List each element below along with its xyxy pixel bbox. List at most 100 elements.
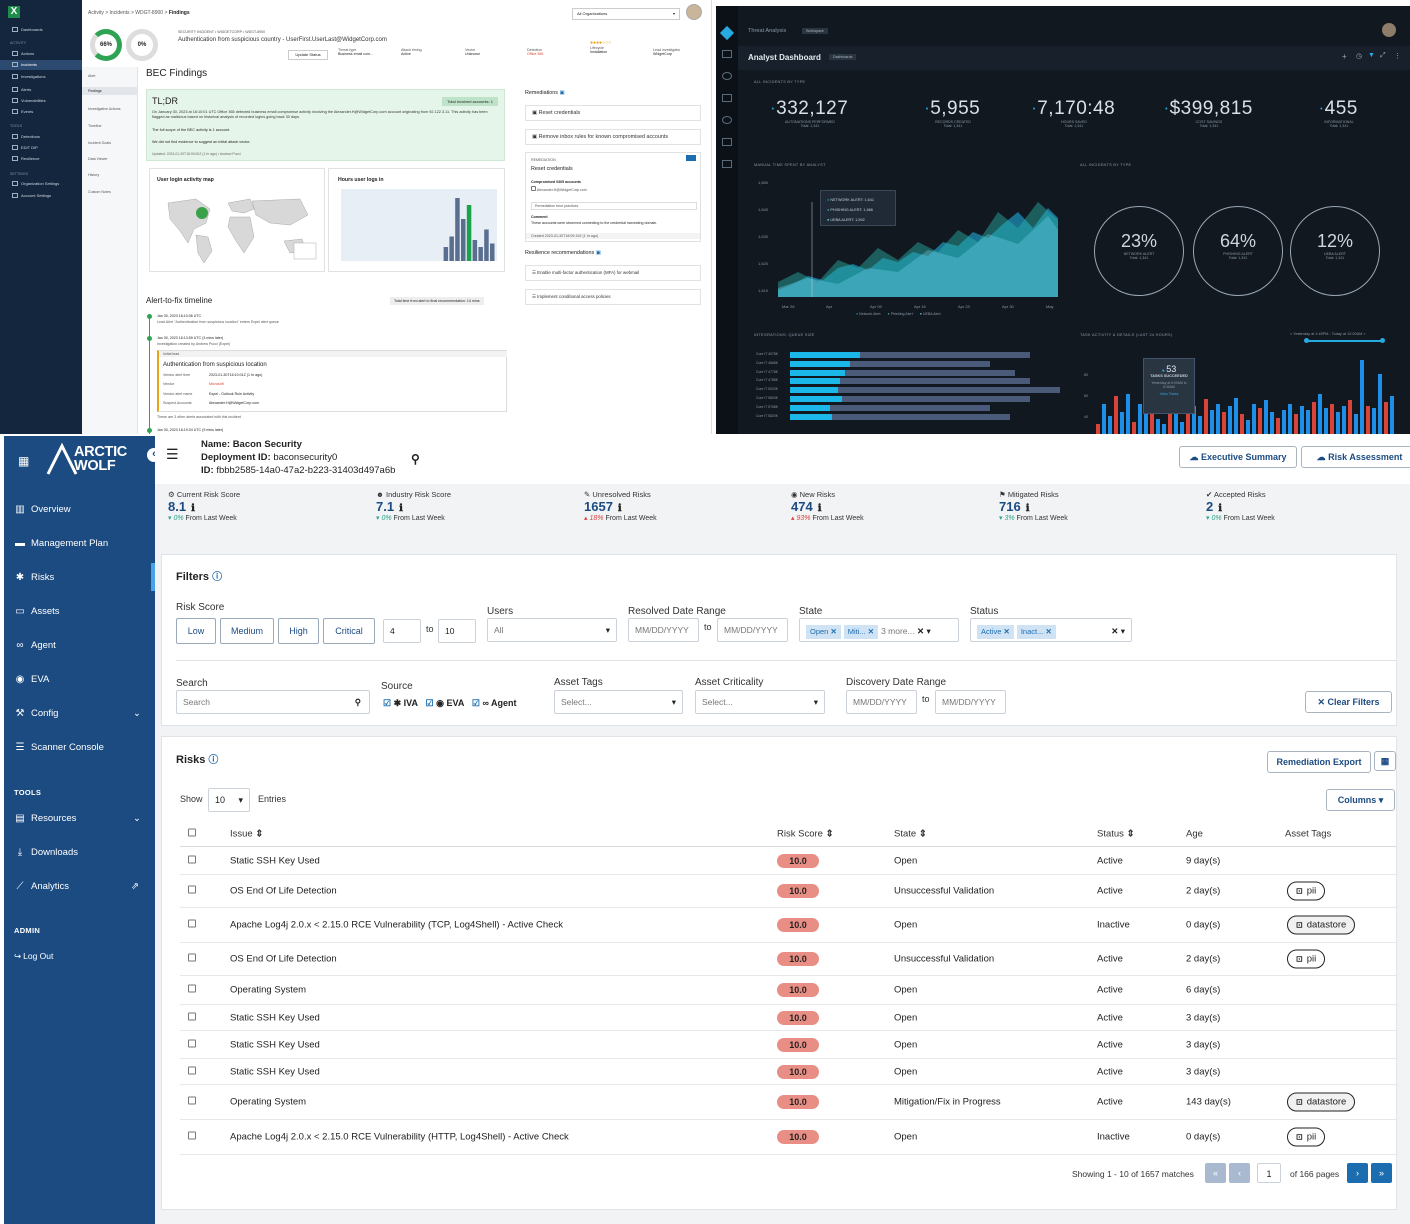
resilience-mfa[interactable]: ☰ Enable multi-factor authentication (MF… [525, 265, 701, 281]
prev-page-button[interactable]: ‹ [1229, 1163, 1250, 1183]
org-select[interactable]: All Organizations ▾ [572, 8, 680, 20]
sidebar-item-agent[interactable]: ∞ Agent [14, 640, 55, 651]
checkbox[interactable] [188, 1066, 196, 1074]
state-chip-open[interactable]: Open ✕ [806, 625, 841, 639]
sidebar-item-overview[interactable]: ▥ Overview [14, 504, 70, 515]
issue-cell[interactable]: Static SSH Key Used [230, 1039, 320, 1050]
tab-findings[interactable]: Findings [82, 87, 138, 95]
issue-cell[interactable]: Operating System [230, 1096, 307, 1108]
login-location-marker[interactable] [196, 207, 208, 219]
logout-link[interactable]: ↪ Log Out [14, 951, 53, 962]
page-input[interactable]: 1 [1257, 1163, 1281, 1183]
breadcrumb-incidents[interactable]: Incidents [109, 10, 130, 16]
asset-tag-pii[interactable]: ⊡ pii [1287, 949, 1326, 969]
stat-new-risks[interactable]: ◉ New Risks 474 ℹ ▴ 93% From Last Week [791, 490, 864, 522]
nav-incidents[interactable]: Incidents [0, 60, 82, 70]
nav-actions[interactable]: Actions [0, 49, 82, 59]
update-status-button[interactable]: Update Status [288, 50, 328, 60]
range-handle-start[interactable] [1304, 338, 1309, 343]
page-size-select[interactable]: 10 ▾ [208, 788, 250, 812]
risk-assessment-button[interactable]: ☁ Risk Assessment [1301, 446, 1410, 468]
tab-timeline[interactable]: Timeline [88, 124, 102, 128]
status-multiselect[interactable]: Active ✕ Inact... ✕ ✕ ▾ [970, 618, 1132, 642]
remediation-best-practices-select[interactable]: Remediation best practices [531, 202, 697, 210]
hamburger-menu-icon[interactable]: ☰ [166, 446, 179, 462]
row-checkbox[interactable] [188, 1096, 196, 1108]
remediation-account[interactable]: Alexander.H@WidgetCorp.com [531, 186, 587, 192]
issue-cell[interactable]: OS End Of Life Detection [230, 885, 337, 897]
clear-filters-button[interactable]: ✕ Clear Filters [1305, 691, 1392, 713]
sidebar-item-config[interactable]: ⚒ Config ⌄ [14, 708, 141, 719]
avatar[interactable] [686, 4, 702, 20]
next-page-button[interactable]: › [1347, 1163, 1368, 1183]
dashboards-select[interactable]: Dashboards [829, 54, 857, 60]
timeline-more-link[interactable]: These are 3 other alerts associated with… [157, 415, 241, 419]
resilience-conditional-access[interactable]: ☰ Implement conditional access policies [525, 289, 701, 305]
asset-tag-datastore[interactable]: ⊡ datastore [1287, 915, 1356, 935]
expand-icon[interactable]: ⤢ [1380, 52, 1386, 59]
checkbox[interactable] [188, 885, 196, 894]
col-status[interactable]: Status ⇕ [1097, 828, 1135, 839]
issue-cell[interactable]: Apache Log4j 2.0.x < 2.15.0 RCE Vulnerab… [230, 919, 563, 931]
state-chip-mitigated[interactable]: Miti... ✕ [843, 625, 879, 639]
breadcrumb-incident[interactable]: WDGT-8900 [135, 10, 164, 16]
search-icon[interactable]: ⚲ [354, 697, 361, 707]
executive-summary-button[interactable]: ☁ Executive Summary [1179, 446, 1297, 468]
nav-alerts[interactable]: Alerts [0, 85, 82, 95]
nav-investigations[interactable]: Investigations [0, 72, 82, 82]
asset-tag-pii[interactable]: ⊡ pii [1287, 1127, 1326, 1147]
clock-icon[interactable]: ◷ [1356, 53, 1363, 60]
issue-cell[interactable]: Static SSH Key Used [230, 1066, 320, 1077]
table-row[interactable]: Static SSH Key Used 10.0 Open Active 3 day(s… [180, 1005, 1396, 1031]
reports-icon[interactable] [722, 94, 732, 102]
issue-cell[interactable]: Apache Log4j 2.0.x < 2.15.0 RCE Vulnerab… [230, 1131, 569, 1143]
columns-button[interactable]: Columns ▾ [1326, 789, 1395, 811]
tab-history[interactable]: History [88, 173, 100, 177]
resolved-date-to[interactable]: MM/DD/YYYY [717, 618, 788, 642]
sidebar-item-downloads[interactable]: ⤓ Downloads [14, 847, 78, 858]
filter-icon[interactable]: ▼ [1368, 52, 1375, 59]
dashboard-icon[interactable] [722, 50, 732, 58]
issue-cell[interactable]: Static SSH Key Used [230, 1012, 320, 1023]
table-row[interactable]: Static SSH Key Used 10.0 Open Active 9 day(s… [180, 847, 1396, 875]
checkbox[interactable] [188, 984, 196, 993]
checkbox[interactable] [531, 186, 536, 191]
nav-org-settings[interactable]: Organization Settings [0, 179, 82, 189]
row-checkbox[interactable] [188, 1012, 196, 1023]
remediation-reset-credentials[interactable]: ▣ Reset credentials [525, 105, 701, 121]
table-row[interactable]: Static SSH Key Used 10.0 Open Active 3 day(s… [180, 1031, 1396, 1059]
arctic-wolf-logo[interactable]: ARCTIC WOLF [46, 442, 138, 478]
settings-icon[interactable] [722, 116, 732, 124]
checkbox[interactable] [188, 855, 196, 863]
nav-account-settings[interactable]: Account Settings [0, 191, 82, 201]
asset-tag-pii[interactable]: ⊡ pii [1287, 881, 1326, 901]
risk-critical-button[interactable]: Critical [323, 618, 375, 644]
table-row[interactable]: Operating System 10.0 Open Active 6 day(s) [180, 976, 1396, 1005]
clear-icon[interactable]: ✕ [916, 626, 925, 636]
row-checkbox[interactable] [188, 953, 196, 965]
last-page-button[interactable]: » [1371, 1163, 1392, 1183]
nav-edit-dip[interactable]: EDIT DIP [0, 143, 82, 153]
checkbox[interactable] [188, 1096, 196, 1105]
issue-cell[interactable]: OS End Of Life Detection [230, 953, 337, 965]
nav-events[interactable]: Events [0, 107, 82, 117]
search-input[interactable]: Search ⚲ [176, 690, 370, 714]
nav-detections[interactable]: Detections [0, 132, 82, 142]
row-checkbox[interactable] [188, 855, 196, 866]
sidebar-item-analytics[interactable]: ⟋ Analytics ⇗ [14, 881, 139, 892]
add-icon[interactable]: + [1342, 52, 1347, 61]
row-checkbox[interactable] [188, 1131, 196, 1143]
col-risk-score[interactable]: Risk Score ⇕ [777, 828, 834, 839]
first-page-button[interactable]: « [1205, 1163, 1226, 1183]
table-row[interactable]: OS End Of Life Detection 10.0 Unsuccessful… [180, 875, 1396, 908]
sidebar-item-risks[interactable]: ✱ Risks [14, 572, 54, 583]
sort-icon[interactable]: ⇕ [1126, 828, 1135, 839]
source-agent[interactable]: ☑ ∞ Agent [471, 698, 517, 708]
checkbox[interactable] [188, 828, 196, 836]
table-row[interactable]: Static SSH Key Used 10.0 Open Active 3 day(s… [180, 1059, 1396, 1085]
checkbox-checked-icon[interactable]: ☑ [471, 698, 480, 708]
sidebar-item-scanner-console[interactable]: ☰ Scanner Console [14, 742, 104, 753]
more-icon[interactable]: ⋮ [1394, 53, 1401, 60]
asset-tags-select[interactable]: Select... ▾ [554, 690, 683, 714]
risk-score-min-input[interactable]: 4 [383, 619, 421, 643]
